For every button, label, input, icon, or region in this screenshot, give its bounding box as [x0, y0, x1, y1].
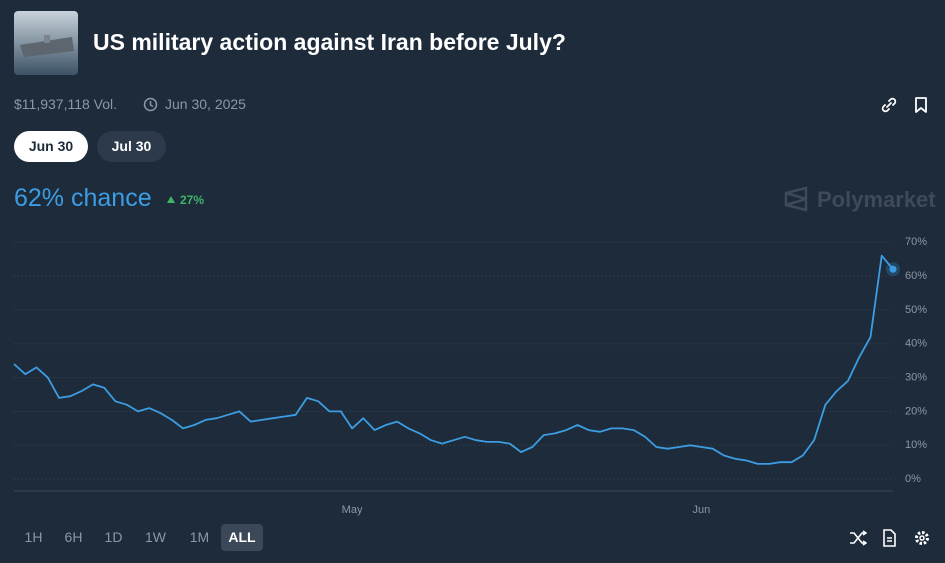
y-tick-label: 60%	[905, 270, 927, 282]
document-button[interactable]	[882, 529, 897, 547]
x-tick-label: May	[342, 504, 363, 516]
link-button[interactable]	[880, 96, 898, 114]
range-button[interactable]: 1D	[104, 529, 123, 545]
range-button[interactable]: 1H	[24, 529, 43, 545]
shuffle-button[interactable]	[849, 530, 867, 546]
x-tick-label: Jun	[693, 504, 711, 516]
range-button[interactable]: 1W	[145, 529, 166, 545]
y-tick-label: 40%	[905, 338, 927, 350]
end-date: Jun 30, 2025	[165, 96, 246, 112]
chance: 62% chance	[14, 184, 152, 212]
up-arrow	[167, 196, 175, 203]
volume: $11,937,118 Vol.	[14, 96, 118, 112]
outcome-tab[interactable]: Jun 30	[14, 131, 88, 162]
thumbnail	[14, 11, 78, 75]
price-line	[13, 254, 894, 465]
clock-icon	[143, 97, 158, 112]
y-tick-label: 70%	[905, 236, 927, 248]
y-tick-label: 10%	[905, 439, 927, 451]
range-button[interactable]: 6H	[64, 529, 83, 545]
outcome-tab[interactable]: Jul 30	[97, 131, 166, 162]
change: 27%	[180, 193, 205, 207]
current-point	[889, 265, 897, 273]
y-tick-label: 50%	[905, 304, 927, 316]
settings-button[interactable]	[913, 529, 931, 547]
y-tick-label: 0%	[905, 473, 921, 485]
y-tick-label: 30%	[905, 371, 927, 383]
bookmark-button[interactable]	[913, 96, 929, 114]
brand: Polymarket	[817, 187, 936, 212]
y-tick-label: 20%	[905, 405, 927, 417]
brand-logo	[784, 186, 808, 212]
range-button[interactable]: 1M	[189, 529, 210, 545]
market-title: US military action against Iran before J…	[93, 29, 566, 55]
range-button[interactable]: ALL	[221, 524, 263, 551]
